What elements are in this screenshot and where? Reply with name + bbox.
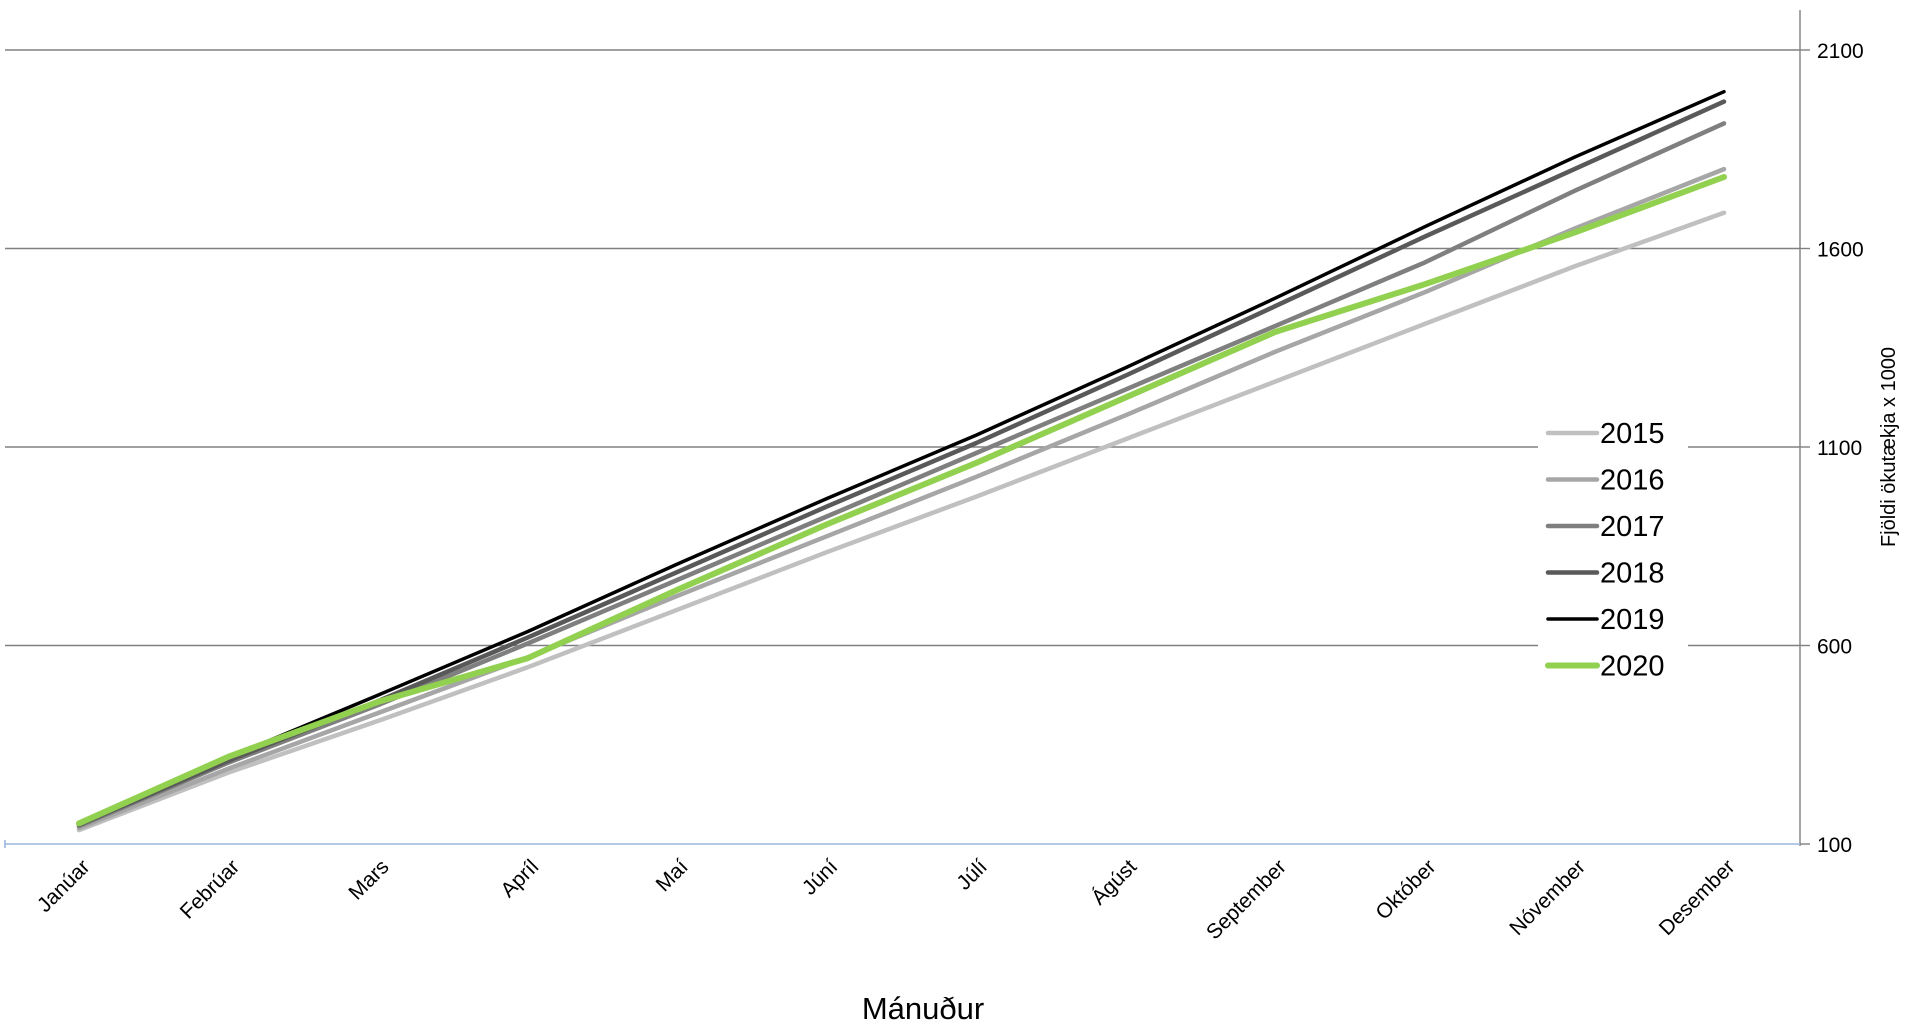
x-tick-label: Nóvember	[1505, 855, 1590, 940]
y-tick-label: 2100	[1817, 40, 1864, 63]
y-axis-title: Fjöldi ökutækja x 1000	[1878, 347, 1900, 547]
x-tick-label: September	[1202, 855, 1291, 944]
x-tick-label: Júní	[798, 855, 842, 899]
y-tick-label: 1100	[1817, 437, 1862, 460]
x-tick-label: Febrúar	[176, 855, 244, 923]
series-lines	[76, 89, 1727, 833]
gridlines	[5, 49, 1800, 647]
legend-label-2015: 2015	[1600, 418, 1665, 450]
x-tick-label: Mars	[344, 855, 393, 904]
x-tick-label: Apríl	[496, 855, 543, 902]
x-tick-label: Desember	[1655, 855, 1740, 940]
legend-label-2020: 2020	[1600, 651, 1665, 683]
legend-label-2016: 2016	[1600, 465, 1665, 497]
y-tick-label: 1600	[1817, 239, 1864, 262]
x-tick-label: Október	[1371, 855, 1440, 924]
y-tick-label: 100	[1817, 834, 1852, 857]
series-line-2019	[77, 89, 1726, 826]
x-tick-label: Janúar	[33, 855, 95, 917]
legend-label-2017: 2017	[1600, 511, 1665, 543]
y-tick-label: 600	[1817, 636, 1852, 659]
x-axis-title: Mánuður	[862, 991, 984, 1026]
x-tick-label: Júlí	[952, 855, 991, 894]
x-tick-label: Maí	[652, 855, 693, 896]
series-line-2016	[76, 166, 1727, 831]
legend-background	[1538, 410, 1688, 692]
legend: 2015 2016 2017 2018 2019 2020	[1538, 410, 1688, 692]
series-line-2020	[76, 174, 1727, 827]
series-line-2015	[76, 210, 1727, 833]
legend-label-2018: 2018	[1600, 558, 1665, 590]
legend-label-2019: 2019	[1600, 604, 1665, 636]
x-tick-label: Ágúst	[1087, 855, 1141, 909]
series-line-2017	[76, 121, 1727, 829]
